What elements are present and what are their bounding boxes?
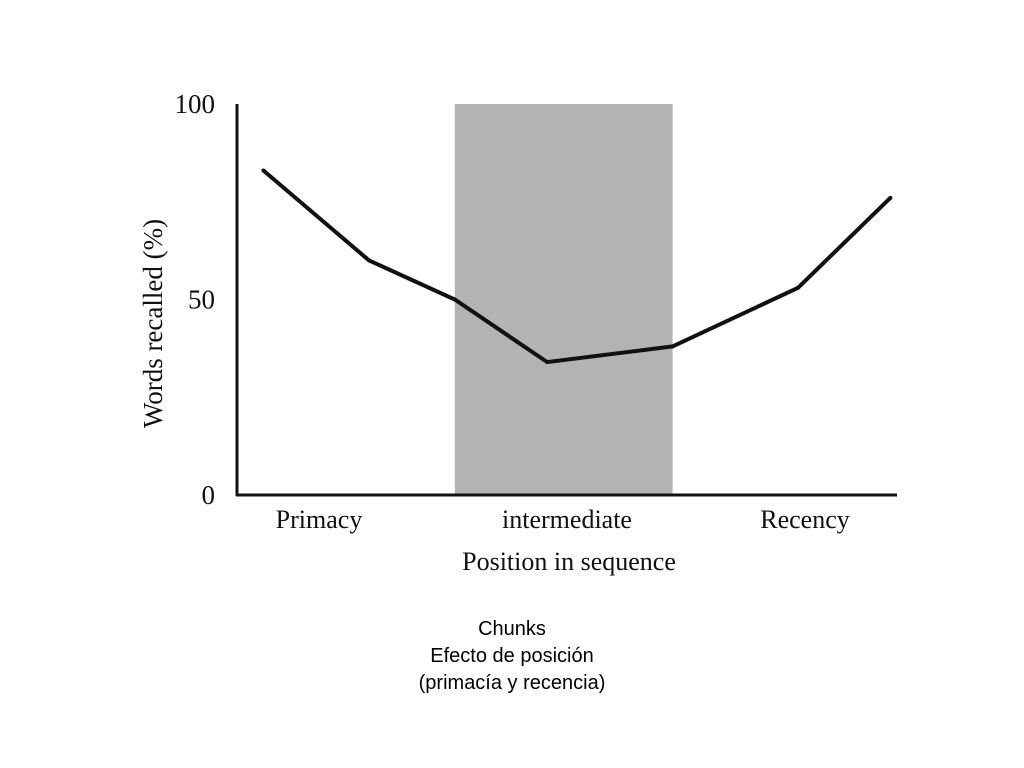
y-tick-labels: 0 50 100 <box>175 89 216 510</box>
series-point <box>545 360 550 365</box>
y-tick-label: 50 <box>188 285 215 315</box>
caption-line-2: Efecto de posición <box>430 645 594 667</box>
x-category-label: intermediate <box>502 505 632 534</box>
caption-line-3: (primacía y recencia) <box>418 672 606 694</box>
x-category-labels: Primacy intermediate Recency <box>276 505 850 534</box>
x-category-label: Primacy <box>276 505 363 534</box>
series-point <box>367 258 371 263</box>
series-point <box>452 297 457 302</box>
x-category-label: Recency <box>760 505 850 534</box>
intermediate-highlight-band <box>454 104 673 495</box>
x-axis-label: Position in sequence <box>462 547 676 576</box>
caption: Chunks Efecto de posición (primacía y re… <box>0 616 1024 697</box>
series-point <box>261 168 266 173</box>
series-point <box>796 285 800 290</box>
series-points <box>261 168 893 365</box>
series-point <box>670 344 675 349</box>
y-tick-label: 100 <box>175 89 216 119</box>
y-tick-label: 0 <box>202 480 216 510</box>
series-point <box>888 195 893 200</box>
y-axis-label: Words recalled (%) <box>138 219 168 428</box>
caption-line-1: Chunks <box>478 618 546 640</box>
